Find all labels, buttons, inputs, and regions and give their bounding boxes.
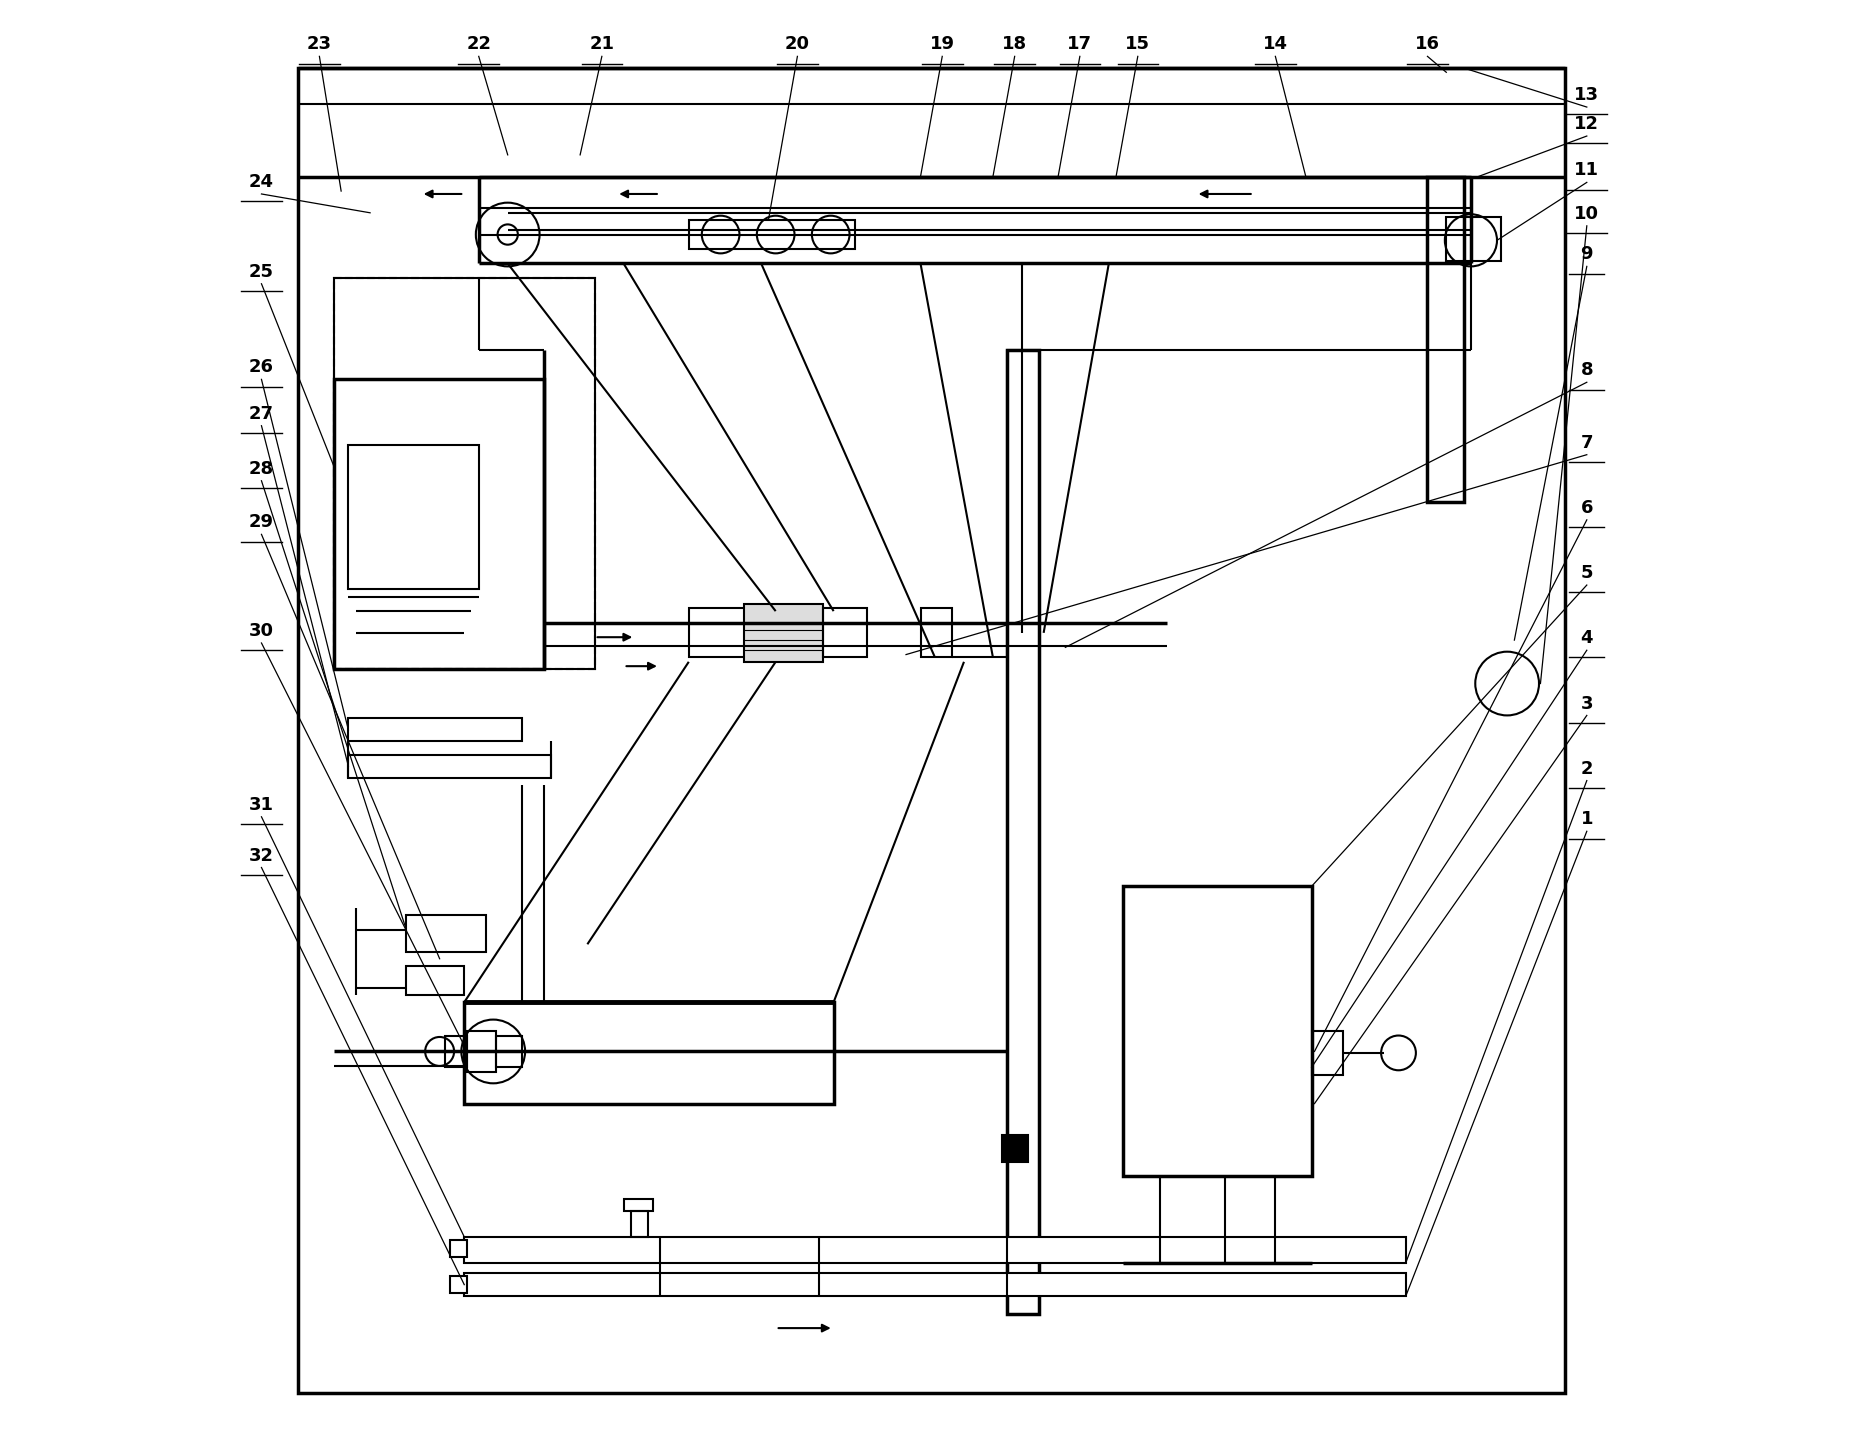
Bar — [451, 1240, 468, 1258]
Bar — [348, 755, 552, 778]
Bar — [468, 1031, 496, 1072]
Bar — [348, 445, 479, 589]
Text: 25: 25 — [249, 263, 275, 281]
Bar — [335, 379, 544, 669]
Text: 19: 19 — [929, 35, 956, 54]
Text: 29: 29 — [249, 513, 275, 532]
Text: 22: 22 — [466, 35, 492, 54]
Text: 16: 16 — [1416, 35, 1440, 54]
Text: 10: 10 — [1575, 205, 1599, 222]
Text: 12: 12 — [1575, 115, 1599, 134]
Text: 1: 1 — [1580, 810, 1593, 829]
Text: 27: 27 — [249, 404, 275, 423]
Text: 14: 14 — [1262, 35, 1288, 54]
Bar — [920, 608, 952, 657]
Bar — [1002, 1136, 1028, 1162]
Bar — [1124, 887, 1311, 1176]
Text: 24: 24 — [249, 173, 275, 190]
Bar — [297, 68, 1565, 1393]
Text: 11: 11 — [1575, 161, 1599, 179]
Text: 2: 2 — [1580, 759, 1593, 778]
Bar — [464, 1237, 1406, 1264]
Bar — [630, 1211, 649, 1237]
Text: 17: 17 — [1068, 35, 1092, 54]
Text: 13: 13 — [1575, 86, 1599, 105]
Text: 28: 28 — [249, 459, 275, 478]
Text: 30: 30 — [249, 622, 275, 640]
Bar — [496, 1035, 522, 1067]
Bar — [744, 603, 823, 662]
Bar — [464, 1002, 834, 1104]
Bar — [623, 1200, 653, 1211]
Bar — [406, 916, 486, 951]
Text: 3: 3 — [1580, 695, 1593, 712]
Bar — [348, 718, 522, 742]
Bar — [1446, 217, 1502, 260]
Bar — [445, 1035, 468, 1067]
Text: 9: 9 — [1580, 246, 1593, 263]
Text: 18: 18 — [1002, 35, 1027, 54]
Text: 6: 6 — [1580, 499, 1593, 518]
Text: 32: 32 — [249, 846, 275, 865]
Text: 4: 4 — [1580, 630, 1593, 647]
Bar — [1311, 1031, 1343, 1075]
Text: 15: 15 — [1126, 35, 1150, 54]
Text: 7: 7 — [1580, 433, 1593, 452]
Bar — [688, 608, 746, 657]
Text: 20: 20 — [785, 35, 810, 54]
Text: 23: 23 — [307, 35, 331, 54]
Bar — [1008, 350, 1040, 1313]
Bar — [406, 965, 464, 995]
Bar — [823, 608, 868, 657]
Bar — [335, 278, 595, 669]
Text: 31: 31 — [249, 795, 275, 814]
Text: 21: 21 — [589, 35, 615, 54]
Text: 26: 26 — [249, 359, 275, 377]
Text: 5: 5 — [1580, 564, 1593, 582]
Bar — [1427, 176, 1464, 503]
Bar — [335, 278, 595, 669]
Bar — [451, 1277, 468, 1294]
Bar — [464, 1274, 1406, 1296]
Text: 8: 8 — [1580, 362, 1593, 379]
Bar — [688, 220, 855, 249]
